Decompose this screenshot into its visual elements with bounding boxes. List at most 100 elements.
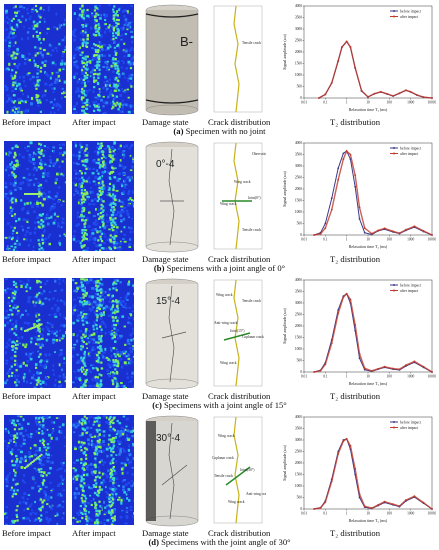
data-point xyxy=(377,367,380,370)
y-tick-label: 1000 xyxy=(295,484,302,488)
label-crack-distribution: Crack distribution xyxy=(208,391,271,401)
t2-distribution-chart: 0 500 1000 1500 2000 2500 3000 3500 4000 0.01 0.1 1… xyxy=(280,413,437,529)
legend-label: before impact xyxy=(400,146,422,150)
data-point xyxy=(398,368,401,371)
data-point xyxy=(422,365,425,368)
figure-row-b: 0°-4 Obervation zone Wing crack Joint(0°) Wi… xyxy=(0,137,439,273)
y-tick-label: 2500 xyxy=(295,450,302,454)
nmr-before-impact xyxy=(4,278,66,388)
y-tick-label: 4000 xyxy=(295,415,302,419)
crack-label: Joint(30°) xyxy=(240,468,255,472)
x-tick-label: 0.1 xyxy=(323,238,328,242)
label-t2-distribution: T₂ distribution xyxy=(330,391,381,401)
x-tick-label: 100 xyxy=(387,512,393,516)
y-tick-label: 1500 xyxy=(295,199,302,203)
crack-label: Joint(15°) xyxy=(230,329,245,333)
data-point xyxy=(370,232,373,235)
data-point xyxy=(358,357,361,360)
data-point xyxy=(354,174,357,177)
data-point xyxy=(405,228,407,231)
data-point xyxy=(354,323,357,326)
damage-state-photo: 30°-4 xyxy=(142,415,202,527)
specimen-photo: 30°-4 xyxy=(145,415,199,527)
data-point xyxy=(405,364,407,366)
x-tick-label: 10000 xyxy=(428,512,436,516)
label-damage-state: Damage state xyxy=(142,117,189,127)
crack-distribution: Wing crack Coplanar crack Tensile crack Joi… xyxy=(212,415,270,525)
nmr-before-impact xyxy=(4,4,66,114)
t2-distribution-chart: 0 500 1000 1500 2000 2500 3000 3500 4000 0.01 0.1 1… xyxy=(280,139,437,255)
data-point xyxy=(373,92,376,95)
data-point xyxy=(377,503,380,506)
legend-marker xyxy=(393,421,395,423)
nmr-image xyxy=(4,141,66,251)
data-point xyxy=(398,232,401,235)
x-tick-label: 1 xyxy=(346,101,348,105)
x-tick-label: 1000 xyxy=(407,512,414,516)
crack-label: Anti-wing crack xyxy=(214,321,238,325)
label-after-impact: After impact xyxy=(72,254,116,264)
y-tick-label: 500 xyxy=(297,496,303,500)
data-point xyxy=(349,298,352,301)
caption-tag: (c) xyxy=(152,400,162,410)
damage-state-photo: 0°-4 xyxy=(142,141,202,253)
t2-chart: 0 500 1000 1500 2000 2500 3000 3500 4000 0.01 0.1 1… xyxy=(282,4,437,112)
data-point xyxy=(416,94,418,96)
y-tick-label: 0 xyxy=(300,233,302,237)
data-point xyxy=(360,89,363,92)
y-axis-label: Signal amplitude (a.u) xyxy=(282,308,287,344)
series-line xyxy=(314,149,433,236)
caption-text: Specimens with a joint angle of 0° xyxy=(164,263,286,273)
x-tick-label: 1 xyxy=(346,512,348,516)
legend-label: after impact xyxy=(400,152,419,156)
data-point xyxy=(345,150,348,152)
crack-label: Wing crack xyxy=(234,180,251,184)
x-tick-label: 10000 xyxy=(428,101,436,105)
y-axis-label: Signal amplitude (a.u) xyxy=(282,445,287,481)
label-damage-state: Damage state xyxy=(142,528,189,538)
data-point xyxy=(377,229,380,232)
nmr-image xyxy=(72,4,134,114)
y-tick-label: 500 xyxy=(297,359,303,363)
crack-label: Tensile crack xyxy=(242,228,261,232)
x-tick-label: 1000 xyxy=(407,238,414,242)
x-tick-label: 0.01 xyxy=(301,512,307,516)
x-tick-label: 10 xyxy=(366,238,370,242)
figure-caption: (c) Specimens with a joint angle of 15° xyxy=(0,400,439,410)
label-crack-distribution: Crack distribution xyxy=(208,254,271,264)
crack-label: Wing crack xyxy=(216,293,233,297)
y-tick-label: 2500 xyxy=(295,176,302,180)
crack-distribution: Obervation zone Wing crack Joint(0°) Wing c… xyxy=(212,141,276,251)
x-axis-label: Relaxation time T₂ (ms) xyxy=(349,244,388,249)
y-tick-label: 1000 xyxy=(295,210,302,214)
data-point xyxy=(358,352,361,355)
nmr-image xyxy=(4,4,66,114)
data-point xyxy=(358,493,361,495)
data-point xyxy=(392,503,394,506)
data-point xyxy=(330,81,333,84)
data-point xyxy=(392,367,394,370)
nmr-after-impact xyxy=(72,278,134,388)
t2-chart: 0 500 1000 1500 2000 2500 3000 3500 4000 0.01 0.1 1… xyxy=(282,141,437,249)
crack-label: Wing crack xyxy=(220,361,237,365)
nmr-after-impact xyxy=(72,415,134,525)
data-point xyxy=(422,229,425,232)
nmr-image xyxy=(4,278,66,388)
label-after-impact: After impact xyxy=(72,117,116,127)
legend-label: before impact xyxy=(400,283,422,287)
data-point xyxy=(345,292,348,295)
data-point xyxy=(383,365,386,368)
data-point xyxy=(345,437,348,440)
y-tick-label: 1000 xyxy=(295,73,302,77)
label-t2-distribution: T₂ distribution xyxy=(330,117,381,127)
data-point xyxy=(363,505,366,508)
nmr-before-impact xyxy=(4,415,66,525)
x-tick-label: 10000 xyxy=(428,375,436,379)
label-before-impact: Before impact xyxy=(2,254,51,264)
data-point xyxy=(324,501,327,503)
legend-marker xyxy=(393,426,395,429)
figure-caption: (d) Specimens with the joint angle of 30… xyxy=(0,537,439,547)
data-point xyxy=(337,312,340,315)
data-point xyxy=(405,499,407,501)
legend-marker xyxy=(393,147,395,149)
